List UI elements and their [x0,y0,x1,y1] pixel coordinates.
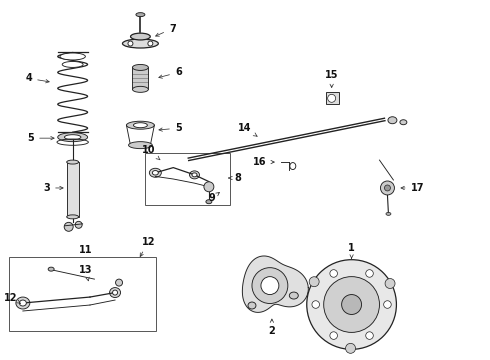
Ellipse shape [62,62,83,67]
Circle shape [330,332,338,339]
Text: 11: 11 [79,245,93,255]
Text: 17: 17 [401,183,424,193]
Ellipse shape [206,200,212,204]
Ellipse shape [75,221,82,228]
Ellipse shape [64,222,73,231]
Ellipse shape [65,135,81,140]
Circle shape [309,277,319,287]
Ellipse shape [122,39,158,48]
Circle shape [366,332,373,339]
Ellipse shape [113,290,118,295]
Circle shape [330,270,338,277]
Text: 12: 12 [140,237,155,257]
Text: 5: 5 [159,123,182,133]
Ellipse shape [152,171,158,175]
Circle shape [385,279,395,288]
Ellipse shape [149,168,161,177]
Circle shape [345,343,356,353]
Ellipse shape [133,123,147,128]
Circle shape [261,276,279,294]
Circle shape [312,301,319,308]
Ellipse shape [116,279,122,286]
Circle shape [307,260,396,349]
Circle shape [366,270,373,277]
Ellipse shape [289,292,298,299]
Bar [146,153,230,205]
Bar [326,92,339,104]
Ellipse shape [388,117,397,124]
Circle shape [380,181,394,195]
Ellipse shape [60,53,85,60]
Ellipse shape [130,33,150,40]
Ellipse shape [132,64,148,71]
Circle shape [328,94,336,102]
Text: 8: 8 [229,173,242,183]
Circle shape [204,182,214,192]
Ellipse shape [192,173,197,177]
Ellipse shape [128,141,152,149]
Ellipse shape [400,120,407,125]
Ellipse shape [20,300,26,306]
Circle shape [385,185,391,191]
Ellipse shape [190,171,199,179]
Ellipse shape [136,13,145,17]
Ellipse shape [386,212,391,215]
Text: 2: 2 [269,319,275,336]
Text: 1: 1 [348,243,355,258]
Bar [67,162,78,217]
Text: 15: 15 [325,71,339,87]
Text: 6: 6 [159,67,182,78]
Bar [132,67,148,89]
Ellipse shape [110,288,121,298]
Text: 14: 14 [238,123,257,136]
Circle shape [148,41,153,46]
Circle shape [384,301,391,308]
Text: 10: 10 [142,145,160,160]
Polygon shape [243,256,308,312]
Circle shape [252,268,288,303]
Ellipse shape [132,86,148,92]
Ellipse shape [67,160,78,164]
Text: 3: 3 [44,183,63,193]
Text: 4: 4 [25,73,49,84]
Text: 16: 16 [253,157,274,167]
Bar [9,257,156,332]
Ellipse shape [126,121,154,129]
Circle shape [342,294,362,315]
Text: 12: 12 [4,293,21,303]
Ellipse shape [248,302,256,309]
Text: 9: 9 [209,193,220,203]
Text: 5: 5 [27,133,54,143]
Ellipse shape [48,267,54,271]
Ellipse shape [67,215,78,219]
Text: 7: 7 [156,24,175,36]
Ellipse shape [58,133,88,141]
Ellipse shape [16,297,30,309]
Circle shape [128,41,133,46]
Text: 13: 13 [79,265,93,281]
Circle shape [324,276,379,332]
